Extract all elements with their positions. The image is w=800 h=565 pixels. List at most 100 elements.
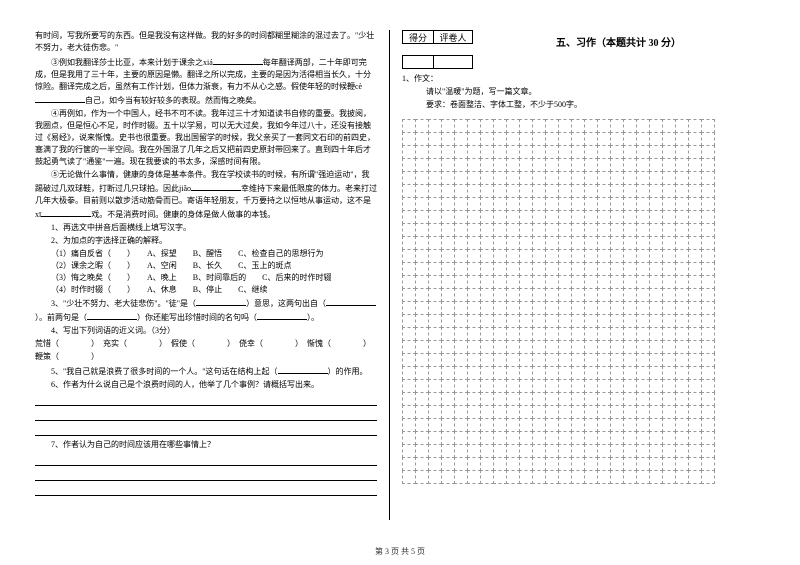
grid-cell xyxy=(571,314,585,328)
grid-cell xyxy=(441,171,455,185)
q6: 6、作者为什么说自己是个浪费时间的人，他举了几个事例？请概括写出来。 xyxy=(35,379,377,391)
grid-cell xyxy=(441,184,455,198)
grid-cell xyxy=(545,223,559,237)
para-4: ⑤无论做什么事情，健康的身体是基本条件。我在学校读书的时候，有所谓"强迫运动"，… xyxy=(35,169,377,221)
grid-cell xyxy=(584,379,598,393)
grid-cell xyxy=(532,353,546,367)
grid-cell xyxy=(519,366,533,380)
grid-cell xyxy=(493,301,507,315)
grid-cell xyxy=(532,431,546,445)
grid-cell xyxy=(467,119,481,133)
blank-xi xyxy=(41,207,91,217)
grid-cell xyxy=(610,158,624,172)
grid-cell xyxy=(623,197,637,211)
grid-cell xyxy=(701,301,715,315)
grid-cell xyxy=(480,275,494,289)
grid-cell xyxy=(506,145,520,159)
grid-cell xyxy=(636,132,650,146)
grid-cell xyxy=(428,431,442,445)
grid-cell xyxy=(662,184,676,198)
grid-cell xyxy=(636,171,650,185)
grid-cell xyxy=(701,327,715,341)
grid-cell xyxy=(415,288,429,302)
q3-blank1 xyxy=(196,296,246,306)
grid-cell xyxy=(519,275,533,289)
grid-cell xyxy=(584,288,598,302)
grid-cell xyxy=(545,132,559,146)
grid-cell xyxy=(584,457,598,471)
ans-line-5 xyxy=(35,469,377,481)
grid-cell xyxy=(454,171,468,185)
grid-cell xyxy=(571,340,585,354)
grid-cell xyxy=(688,392,702,406)
grid-cell xyxy=(493,327,507,341)
grid-cell xyxy=(701,340,715,354)
grid-cell xyxy=(701,444,715,458)
grid-cell xyxy=(688,236,702,250)
grid-cell xyxy=(571,405,585,419)
grid-cell xyxy=(597,223,611,237)
grid-cell xyxy=(532,145,546,159)
grid-cell xyxy=(428,119,442,133)
grid-cell xyxy=(558,405,572,419)
grid-cell xyxy=(415,314,429,328)
grid-cell xyxy=(584,262,598,276)
grid-cell xyxy=(480,353,494,367)
grid-cell xyxy=(428,405,442,419)
q2-options: （1）痛自反省（ ） A、探望 B、醒悟 C、检查自己的思想行为（2）课余之暇（… xyxy=(35,248,377,296)
grid-cell xyxy=(675,171,689,185)
grid-cell xyxy=(623,249,637,263)
grid-cell xyxy=(558,327,572,341)
grid-cell xyxy=(688,418,702,432)
grid-cell xyxy=(519,431,533,445)
grid-cell xyxy=(402,197,416,211)
grid-cell xyxy=(623,392,637,406)
grid-cell xyxy=(597,457,611,471)
grid-cell xyxy=(519,119,533,133)
grid-cell xyxy=(454,197,468,211)
grid-cell xyxy=(662,314,676,328)
grid-cell xyxy=(402,262,416,276)
q2-option-row: （1）痛自反省（ ） A、探望 B、醒悟 C、检查自己的思想行为 xyxy=(35,248,377,260)
left-column: 有时间，写我所要写的东西。但是我没有这样做。我的好多的时间都糊里糊涂的混过去了。… xyxy=(35,30,390,520)
grid-cell xyxy=(662,158,676,172)
grid-cell xyxy=(415,262,429,276)
grid-cell xyxy=(506,366,520,380)
grid-cell xyxy=(519,288,533,302)
grid-cell xyxy=(610,236,624,250)
grid-cell xyxy=(428,262,442,276)
grid-cell xyxy=(467,210,481,224)
grid-cell xyxy=(649,249,663,263)
grid-cell xyxy=(428,158,442,172)
grid-cell xyxy=(480,197,494,211)
grid-cell xyxy=(519,340,533,354)
grid-cell xyxy=(480,418,494,432)
grid-cell xyxy=(610,275,624,289)
grid-cell xyxy=(519,444,533,458)
grid-cell xyxy=(480,210,494,224)
grid-cell xyxy=(454,457,468,471)
grid-cell xyxy=(428,457,442,471)
grid-cell xyxy=(571,301,585,315)
grid-cell xyxy=(545,275,559,289)
grid-cell xyxy=(428,418,442,432)
grid-cell xyxy=(597,470,611,484)
grid-cell xyxy=(454,366,468,380)
grid-cell xyxy=(467,132,481,146)
grid-cell xyxy=(545,210,559,224)
score-cell-1 xyxy=(402,55,434,69)
grid-cell xyxy=(649,223,663,237)
grid-cell xyxy=(584,353,598,367)
grid-cell xyxy=(467,249,481,263)
grid-cell xyxy=(597,353,611,367)
grid-cell xyxy=(467,145,481,159)
grid-cell xyxy=(597,275,611,289)
grid-cell xyxy=(467,457,481,471)
grid-cell xyxy=(519,470,533,484)
grid-cell xyxy=(467,379,481,393)
grid-cell xyxy=(506,262,520,276)
grid-cell xyxy=(480,405,494,419)
grid-cell xyxy=(467,236,481,250)
grid-cell xyxy=(636,470,650,484)
grid-cell xyxy=(441,275,455,289)
